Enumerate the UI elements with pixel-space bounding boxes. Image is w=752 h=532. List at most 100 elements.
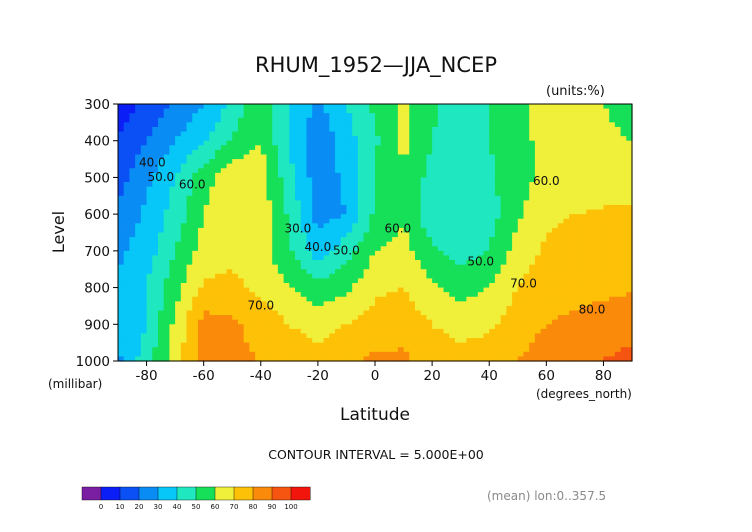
contour-cell (449, 104, 456, 110)
contour-cell (432, 159, 439, 165)
contour-cell (614, 204, 622, 211)
contour-cell (312, 273, 319, 279)
contour-cell (574, 108, 582, 114)
contour-cell (146, 356, 153, 362)
contour-cell (557, 250, 565, 257)
contour-cell (466, 328, 473, 335)
contour-cell (363, 108, 370, 114)
contour-cell (454, 264, 462, 270)
contour-cell (375, 237, 382, 243)
contour-cell (289, 117, 296, 123)
contour-cell (123, 136, 131, 142)
contour-cell (335, 159, 342, 165)
contour-cell (529, 131, 536, 137)
contour-cell (118, 131, 125, 137)
contour-cell (614, 200, 622, 206)
contour-cell (215, 287, 222, 293)
contour-cell (157, 223, 165, 229)
contour-cell (552, 255, 559, 261)
contour-cell (352, 186, 359, 192)
contour-cell (609, 250, 616, 257)
contour-cell (529, 347, 536, 353)
contour-cell (135, 319, 142, 325)
contour-cell (335, 145, 342, 151)
contour-cell (392, 209, 399, 215)
contour-cell (552, 104, 559, 110)
contour-cell (506, 177, 513, 183)
contour-cell (592, 186, 599, 192)
contour-cell (380, 209, 388, 215)
contour-cell (449, 149, 456, 156)
contour-cell (592, 296, 599, 302)
contour-cell (397, 131, 405, 137)
contour-cell (260, 113, 268, 119)
contour-cell (466, 342, 473, 348)
contour-cell (363, 186, 370, 192)
contour-cell (152, 113, 159, 119)
contour-cell (449, 338, 456, 344)
contour-cell (272, 122, 279, 128)
contour-cell (317, 227, 325, 234)
contour-cell (352, 200, 359, 206)
contour-cell (340, 149, 348, 156)
contour-cell (472, 131, 479, 137)
contour-cell (609, 172, 616, 179)
contour-cell (118, 255, 125, 261)
contour-cell (312, 209, 319, 215)
contour-cell (243, 218, 250, 224)
contour-cell (283, 278, 290, 284)
contour-cell (186, 287, 193, 293)
contour-cell (140, 296, 148, 302)
contour-cell (603, 113, 610, 119)
contour-cell (192, 296, 199, 302)
contour-cell (580, 149, 587, 156)
contour-cell (118, 209, 125, 215)
contour-cell (346, 204, 353, 211)
contour-cell (403, 305, 410, 312)
contour-cell (277, 333, 285, 339)
contour-cell (300, 292, 308, 298)
contour-cell (392, 305, 399, 312)
contour-cell (232, 136, 239, 142)
contour-cell (614, 269, 622, 275)
contour-cell (312, 260, 319, 266)
contour-cell (146, 315, 153, 321)
contour-cell (574, 319, 582, 325)
contour-cell (175, 338, 182, 344)
contour-cell (409, 209, 416, 215)
contour-cell (432, 237, 439, 243)
contour-cell (169, 108, 176, 114)
contour-cell (574, 223, 582, 229)
contour-cell (352, 218, 359, 224)
contour-cell (500, 182, 507, 188)
contour-cell (426, 260, 433, 266)
contour-cell (563, 200, 570, 206)
contour-cell (517, 104, 525, 110)
contour-cell (472, 108, 479, 114)
contour-cell (329, 163, 336, 169)
contour-cell (289, 232, 296, 238)
contour-cell (426, 200, 433, 206)
contour-cell (403, 204, 410, 211)
contour-cell (563, 282, 570, 289)
contour-cell (329, 227, 336, 234)
contour-cell (180, 140, 188, 146)
contour-cell (563, 255, 570, 261)
contour-cell (449, 154, 456, 160)
contour-cell (300, 260, 308, 266)
contour-cell (249, 163, 256, 169)
contour-cell (506, 108, 513, 114)
contour-cell (414, 237, 422, 243)
contour-cell (420, 347, 427, 353)
contour-cell (340, 122, 348, 128)
contour-cell (403, 319, 410, 325)
contour-cell (437, 182, 445, 188)
contour-cell (494, 172, 502, 179)
contour-cell (386, 351, 393, 358)
contour-cell (255, 108, 262, 114)
contour-cell (523, 260, 530, 266)
contour-cell (140, 338, 148, 344)
contour-cell (335, 338, 342, 344)
contour-cell (557, 182, 565, 188)
contour-cell (295, 186, 302, 192)
